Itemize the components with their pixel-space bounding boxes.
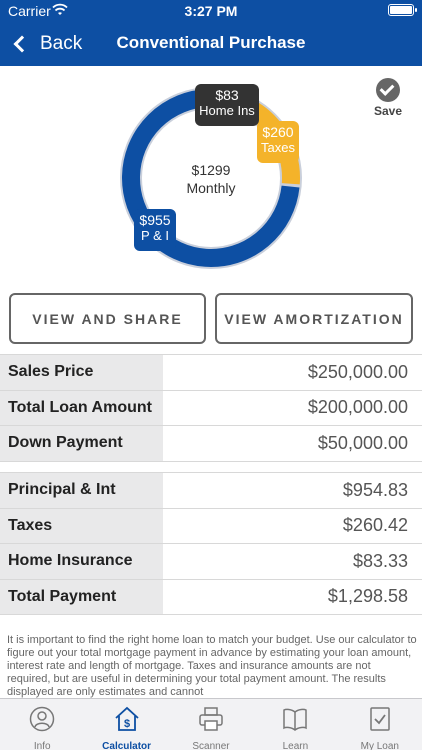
row-label: Total Loan Amount (0, 390, 163, 425)
row-value: $260.42 (342, 515, 408, 536)
tab-my-loan[interactable]: My Loan (338, 699, 422, 750)
status-bar: Carrier 3:27 PM (0, 0, 422, 22)
printer-icon (199, 707, 223, 731)
tab-learn[interactable]: Learn (253, 699, 337, 750)
table-row: Taxes $260.42 (0, 508, 422, 544)
row-label: Down Payment (0, 426, 163, 461)
tab-bar: Info $ Calculator Scanner Learn My Loan (0, 698, 422, 750)
table-row: Home Insurance $83.33 (0, 544, 422, 580)
loan-details-table: Sales Price $250,000.00 Total Loan Amoun… (0, 354, 422, 462)
tab-label: My Loan (360, 741, 399, 750)
view-and-share-button[interactable]: VIEW AND SHARE (9, 293, 206, 344)
principal-interest-tag: $955 P & I (134, 209, 176, 251)
row-value: $83.33 (352, 550, 408, 571)
row-value: $250,000.00 (307, 361, 408, 382)
taxes-label: Taxes (261, 140, 295, 155)
checklist-icon (370, 707, 390, 731)
table-row: Total Payment $1,298.58 (0, 579, 422, 615)
principal-interest-amount: $955 (139, 212, 171, 228)
navigation-bar: Back Conventional Purchase (0, 22, 422, 66)
save-button[interactable]: Save (370, 78, 406, 118)
row-label: Total Payment (0, 579, 163, 614)
svg-text:$: $ (124, 718, 130, 730)
wifi-icon (52, 3, 68, 15)
table-row: Down Payment $50,000.00 (0, 426, 422, 462)
tab-label: Learn (282, 741, 309, 750)
page-title: Conventional Purchase (0, 33, 422, 53)
row-label: Principal & Int (0, 473, 163, 508)
carrier-label: Carrier (8, 3, 51, 19)
tab-label: Calculator (102, 741, 152, 750)
home-insurance-label: Home Ins (199, 103, 255, 118)
row-label: Home Insurance (0, 544, 163, 579)
row-value: $50,000.00 (317, 432, 408, 453)
disclaimer-text: It is important to find the right home l… (7, 634, 417, 698)
row-value: $1,298.58 (327, 586, 408, 607)
back-label: Back (40, 33, 83, 54)
battery-icon (388, 4, 417, 16)
row-label: Taxes (0, 508, 163, 543)
payment-donut-chart: $1299 Monthly $83 Home Ins $260 Taxes $9… (0, 66, 422, 281)
row-label: Sales Price (0, 355, 163, 390)
header: Carrier 3:27 PM Back Conventional Purcha… (0, 0, 422, 66)
back-button[interactable]: Back (10, 30, 82, 58)
tab-label: Scanner (192, 741, 230, 750)
monthly-total-amount: $1299 (191, 162, 231, 178)
book-icon (283, 708, 308, 731)
tab-scanner[interactable]: Scanner (169, 699, 253, 750)
tab-label: Info (33, 741, 51, 750)
payment-details-table: Principal & Int $954.83 Taxes $260.42 Ho… (0, 472, 422, 615)
person-icon (29, 706, 55, 732)
home-insurance-amount: $83 (215, 87, 239, 103)
principal-interest-label: P & I (141, 228, 169, 243)
checkmark-icon (376, 78, 400, 102)
table-row: Sales Price $250,000.00 (0, 355, 422, 391)
home-insurance-tag: $83 Home Ins (195, 84, 259, 126)
monthly-total-label: Monthly (186, 180, 236, 196)
taxes-tag: $260 Taxes (257, 121, 299, 163)
calculator-house-icon: $ (115, 706, 139, 731)
row-value: $200,000.00 (307, 397, 408, 418)
tab-calculator[interactable]: $ Calculator (84, 699, 168, 750)
save-label: Save (373, 104, 403, 118)
view-amortization-button[interactable]: VIEW AMORTIZATION (215, 293, 413, 344)
row-value: $954.83 (342, 479, 408, 500)
taxes-amount: $260 (262, 124, 294, 140)
table-row: Total Loan Amount $200,000.00 (0, 390, 422, 426)
tab-info[interactable]: Info (0, 699, 84, 750)
table-row: Principal & Int $954.83 (0, 473, 422, 509)
page-title-text: Conventional Purchase (116, 33, 306, 52)
clock: 3:27 PM (184, 3, 238, 19)
